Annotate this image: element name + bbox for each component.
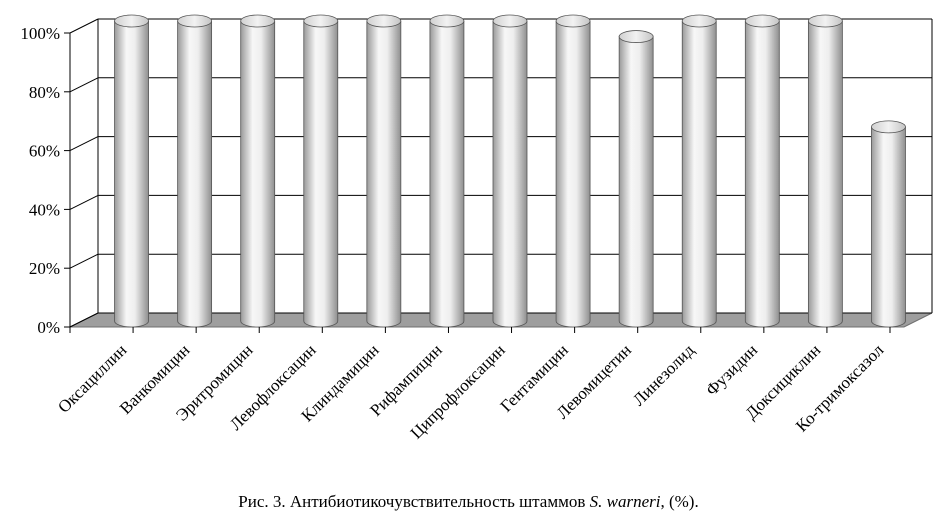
- y-tick-label: 60%: [29, 142, 60, 161]
- bar-top: [681, 14, 717, 28]
- bar-top: [429, 14, 465, 28]
- caption-prefix: Рис. 3. Антибиотикочувствительность штам…: [238, 492, 590, 511]
- gridline-depth: [69, 77, 99, 93]
- bar-body: [114, 20, 149, 328]
- gridline-depth: [69, 18, 99, 34]
- bar: [366, 14, 402, 328]
- bar-top: [177, 14, 213, 28]
- bar: [492, 14, 528, 328]
- bar: [871, 120, 906, 328]
- bar-body: [555, 20, 591, 328]
- gridline-depth: [69, 194, 99, 210]
- bar-body: [240, 20, 276, 328]
- bar-body: [618, 36, 654, 328]
- bar-body: [492, 20, 528, 328]
- bar: [114, 14, 149, 328]
- bar-body: [681, 20, 717, 328]
- bar-body: [303, 20, 339, 328]
- bar: [303, 14, 339, 328]
- figure-caption: Рис. 3. Антибиотикочувствительность штам…: [0, 492, 937, 512]
- bars-layer: [114, 14, 906, 328]
- bar-top: [555, 14, 591, 28]
- y-tick-label: 80%: [29, 83, 60, 102]
- bar: [555, 14, 591, 328]
- bar-top: [492, 14, 528, 28]
- bar-body: [366, 20, 402, 328]
- y-tick-label: 100%: [20, 24, 60, 43]
- bar-top: [618, 30, 654, 43]
- bar-body: [871, 126, 906, 328]
- bar-top: [303, 14, 339, 28]
- bar: [240, 14, 276, 328]
- bar: [177, 14, 213, 328]
- y-tick-label: 40%: [29, 200, 60, 219]
- x-category-label: Линезолид: [629, 340, 698, 409]
- y-tick-label: 0%: [37, 318, 60, 337]
- bar: [618, 30, 654, 328]
- bar: [807, 14, 843, 328]
- gridline-depth: [69, 312, 99, 328]
- bar: [681, 14, 717, 328]
- bar-top: [114, 14, 149, 28]
- y-axis: 0% 20% 40% 60% 80% 100%: [20, 24, 71, 337]
- gridline-depth: [69, 253, 99, 269]
- bar-body: [807, 20, 843, 328]
- bar-top: [366, 14, 402, 28]
- y-tick-label: 20%: [29, 259, 60, 278]
- caption-suffix: , (%).: [660, 492, 699, 511]
- x-category-label: Фузидин: [702, 340, 761, 399]
- bar-body: [744, 20, 780, 328]
- bar-top: [744, 14, 780, 28]
- bar-top: [871, 120, 906, 134]
- bar-body: [429, 20, 465, 328]
- bar-top: [807, 14, 843, 28]
- bar: [429, 14, 465, 328]
- bar-top: [240, 14, 276, 28]
- caption-species: S. warneri: [589, 492, 661, 511]
- x-axis-labels: ОксациллинВанкомицинЭритромицинЛевофлокс…: [54, 327, 891, 443]
- gridline-depth: [69, 136, 99, 152]
- bar-body: [177, 20, 213, 328]
- bar: [744, 14, 780, 328]
